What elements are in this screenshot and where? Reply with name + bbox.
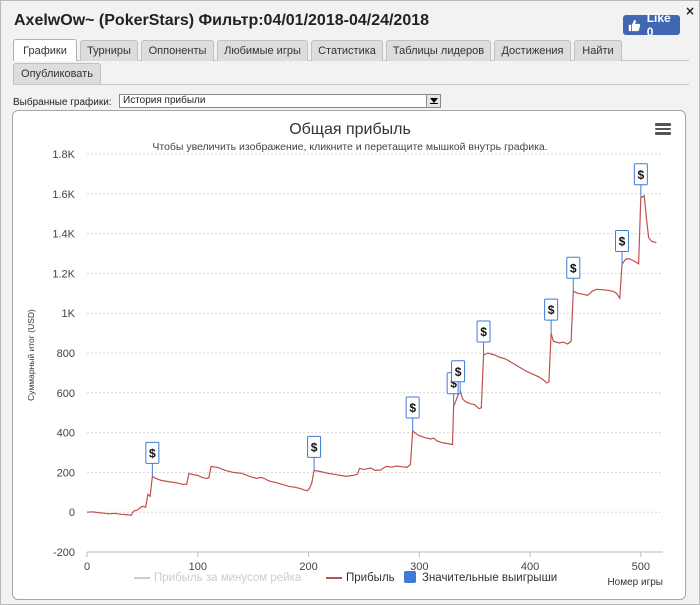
chart-title: Общая прибыль <box>289 121 411 138</box>
x-tick-label: 200 <box>299 561 317 573</box>
window-title: AxelwOw~ (PokerStars) Фильтр:04/01/2018-… <box>14 12 430 29</box>
tab-leaderboards[interactable]: Таблицы лидеров <box>386 40 491 61</box>
big-win-marker[interactable]: $ <box>633 163 648 198</box>
y-tick-label: 400 <box>57 428 75 440</box>
svg-text:$: $ <box>480 325 487 339</box>
tab-divider-second-row <box>13 84 689 85</box>
thumbs-up-icon <box>628 19 641 31</box>
profit-series-line[interactable] <box>86 194 657 516</box>
tab-charts[interactable]: Графики <box>13 39 77 61</box>
svg-text:$: $ <box>619 234 626 248</box>
tab-search[interactable]: Найти <box>574 40 622 61</box>
tab-tournaments[interactable]: Турниры <box>80 40 138 61</box>
profit-chart[interactable]: Общая прибыль Чтобы увеличить изображени… <box>13 111 687 601</box>
tab-achievements[interactable]: Достижения <box>494 40 571 61</box>
chart-selector-label: Выбранные графики: <box>13 96 112 108</box>
tab-label: Турниры <box>87 45 131 57</box>
x-tick-label: 0 <box>84 561 90 573</box>
chevron-down-icon[interactable] <box>426 95 440 107</box>
tab-label: Статистика <box>318 45 376 57</box>
svg-text:$: $ <box>548 303 555 317</box>
tab-statistics[interactable]: Статистика <box>311 40 383 61</box>
chart-panel[interactable]: Общая прибыль Чтобы увеличить изображени… <box>12 110 686 600</box>
svg-text:$: $ <box>455 365 462 379</box>
close-icon[interactable]: × <box>685 4 696 18</box>
y-tick-label: 800 <box>57 348 75 360</box>
svg-text:$: $ <box>638 168 645 182</box>
legend-item-net-profit[interactable]: Прибыль за минусом рейка <box>134 572 302 584</box>
tab-label: Любимые игры <box>224 45 301 57</box>
like-label: Like 0 <box>646 11 671 39</box>
tab-publish[interactable]: Опубликовать <box>13 63 101 84</box>
y-tick-label: 1K <box>62 308 76 320</box>
svg-text:$: $ <box>570 261 577 275</box>
svg-text:Значительные выигрыши: Значительные выигрыши <box>422 572 557 584</box>
big-win-marker[interactable]: $ <box>544 298 559 334</box>
y-tick-label: 600 <box>57 388 75 400</box>
y-tick-label: 1.4K <box>52 229 75 241</box>
tab-favorite-games[interactable]: Любимые игры <box>217 40 308 61</box>
tab-label: Графики <box>23 44 67 57</box>
tab-label: Оппоненты <box>148 45 207 57</box>
chart-menu-icon[interactable] <box>655 123 671 135</box>
big-win-marker[interactable]: $ <box>451 360 466 395</box>
big-win-marker[interactable]: $ <box>476 320 491 355</box>
y-tick-label: 1.2K <box>52 268 75 280</box>
svg-text:$: $ <box>450 377 457 391</box>
big-win-marker[interactable]: $ <box>307 435 322 471</box>
chart-selector-value: История прибыли <box>123 95 206 106</box>
chart-subtitle: Чтобы увеличить изображение, кликните и … <box>152 141 547 153</box>
big-win-marker[interactable]: $ <box>405 396 420 432</box>
tab-label: Найти <box>582 45 614 57</box>
svg-text:Прибыль за минусом рейка: Прибыль за минусом рейка <box>154 572 302 584</box>
y-tick-label: 1.6K <box>52 189 75 201</box>
x-tick-label: 300 <box>410 561 428 573</box>
tab-label: Достижения <box>501 45 564 57</box>
big-win-marker[interactable]: $ <box>145 441 160 477</box>
legend-item-profit[interactable]: Прибыль <box>326 572 395 584</box>
svg-text:$: $ <box>311 440 318 454</box>
facebook-like-button[interactable]: Like 0 <box>623 11 680 39</box>
y-axis-label: Суммарный итог (USD) <box>26 309 36 401</box>
y-tick-label: -200 <box>53 547 75 559</box>
chart-selector-dropdown[interactable]: История прибыли <box>119 94 441 108</box>
x-tick-label: 100 <box>189 561 207 573</box>
tab-label: Опубликовать <box>21 68 93 80</box>
y-tick-label: 200 <box>57 467 75 479</box>
svg-text:$: $ <box>409 401 416 415</box>
tab-label: Таблицы лидеров <box>392 45 485 57</box>
big-win-marker[interactable]: $ <box>566 256 581 292</box>
x-axis-label: Номер игры <box>607 577 663 588</box>
title-bar: AxelwOw~ (PokerStars) Фильтр:04/01/2018-… <box>1 1 700 39</box>
x-tick-label: 400 <box>521 561 539 573</box>
svg-text:Прибыль: Прибыль <box>346 572 395 584</box>
chart-selector-row: Выбранные графики: История прибыли <box>13 94 443 110</box>
tab-opponents[interactable]: Оппоненты <box>141 40 214 61</box>
big-win-marker[interactable]: $ <box>615 229 630 265</box>
legend-item-big-wins[interactable]: Значительные выигрыши <box>404 571 557 584</box>
x-tick-label: 500 <box>632 561 650 573</box>
y-tick-label: 0 <box>69 507 75 519</box>
y-tick-label: 1.8K <box>52 149 75 161</box>
svg-text:$: $ <box>149 446 156 460</box>
